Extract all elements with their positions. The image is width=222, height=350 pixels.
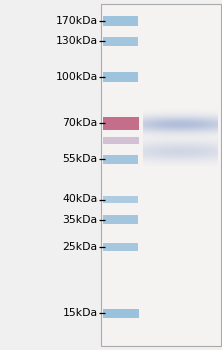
Bar bbox=[103, 196, 138, 203]
Text: 170kDa: 170kDa bbox=[56, 16, 98, 26]
Bar bbox=[103, 243, 138, 251]
Text: 130kDa: 130kDa bbox=[56, 36, 98, 46]
Bar bbox=[103, 309, 139, 318]
Bar bbox=[103, 16, 138, 26]
Text: 70kDa: 70kDa bbox=[62, 118, 98, 128]
Bar bbox=[103, 37, 138, 46]
Bar bbox=[103, 117, 139, 130]
Bar bbox=[101, 4, 221, 346]
Bar bbox=[103, 215, 138, 224]
Text: 40kDa: 40kDa bbox=[62, 195, 98, 204]
Text: 25kDa: 25kDa bbox=[63, 242, 98, 252]
Text: 35kDa: 35kDa bbox=[63, 215, 98, 225]
Bar bbox=[103, 155, 138, 164]
Text: 15kDa: 15kDa bbox=[63, 308, 98, 318]
Bar bbox=[103, 72, 138, 82]
Bar bbox=[103, 136, 139, 144]
Text: 100kDa: 100kDa bbox=[56, 72, 98, 82]
Text: 55kDa: 55kDa bbox=[63, 154, 98, 164]
